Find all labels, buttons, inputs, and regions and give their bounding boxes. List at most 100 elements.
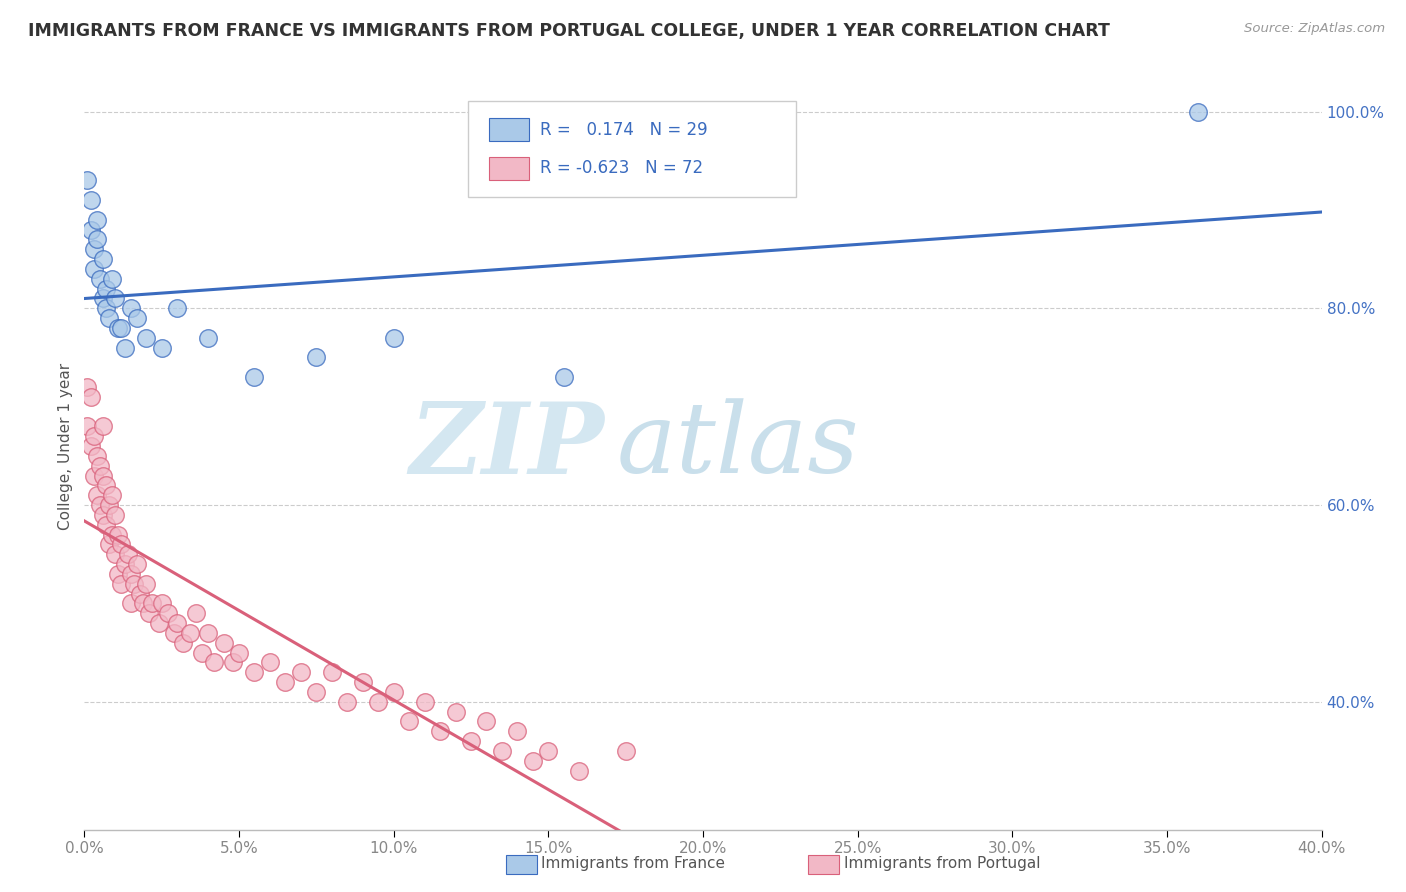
Point <box>305 351 328 365</box>
Point <box>150 596 173 610</box>
Point <box>76 173 98 187</box>
Point <box>197 331 219 345</box>
Point <box>120 566 142 581</box>
Point <box>98 498 121 512</box>
Point <box>138 606 160 620</box>
Point <box>537 744 560 758</box>
Point <box>184 606 207 620</box>
Point <box>135 331 157 345</box>
Point <box>83 429 105 443</box>
Point <box>91 292 114 306</box>
Point <box>79 222 101 236</box>
Point <box>86 232 108 246</box>
Text: R = -0.623   N = 72: R = -0.623 N = 72 <box>540 160 703 178</box>
Point <box>197 625 219 640</box>
Point <box>290 665 312 680</box>
Point <box>107 527 129 541</box>
Point <box>1187 104 1209 119</box>
Point <box>83 468 105 483</box>
Point <box>321 665 343 680</box>
Point <box>91 252 114 267</box>
Point <box>135 576 157 591</box>
Text: Source: ZipAtlas.com: Source: ZipAtlas.com <box>1244 22 1385 36</box>
Point <box>172 636 194 650</box>
Point <box>191 646 214 660</box>
Point <box>398 714 420 729</box>
Point <box>89 272 111 286</box>
Point <box>228 646 250 660</box>
Bar <box>489 119 529 142</box>
Point <box>104 292 127 306</box>
Point <box>122 576 145 591</box>
Point <box>79 390 101 404</box>
Point <box>444 705 467 719</box>
Point <box>141 596 163 610</box>
Point <box>101 272 124 286</box>
Point <box>614 744 637 758</box>
Point <box>156 606 179 620</box>
Point <box>274 675 297 690</box>
Point <box>110 537 132 551</box>
Point <box>91 508 114 522</box>
Point <box>107 566 129 581</box>
Point <box>101 527 124 541</box>
Point <box>336 695 359 709</box>
Point <box>76 419 98 434</box>
Point <box>243 370 266 384</box>
Point <box>150 341 173 355</box>
Point <box>83 262 105 277</box>
Point <box>79 439 101 453</box>
Point <box>89 498 111 512</box>
FancyBboxPatch shape <box>468 101 796 197</box>
Bar <box>489 157 529 180</box>
Point <box>166 301 188 316</box>
Point <box>76 380 98 394</box>
Point <box>107 321 129 335</box>
Point <box>110 321 132 335</box>
Point <box>259 656 281 670</box>
Text: Immigrants from Portugal: Immigrants from Portugal <box>844 856 1040 871</box>
Point <box>132 596 155 610</box>
Point <box>94 517 117 532</box>
Point <box>120 301 142 316</box>
Y-axis label: College, Under 1 year: College, Under 1 year <box>58 362 73 530</box>
Point <box>83 242 105 256</box>
Point <box>491 744 513 758</box>
Point <box>120 596 142 610</box>
Point <box>94 301 117 316</box>
Point <box>429 724 451 739</box>
Point <box>352 675 374 690</box>
Point <box>475 714 498 729</box>
Point <box>163 625 186 640</box>
Point <box>89 458 111 473</box>
Point <box>98 537 121 551</box>
Point <box>460 734 482 748</box>
Point <box>117 547 139 561</box>
Point <box>86 488 108 502</box>
Point <box>506 724 529 739</box>
Point <box>148 615 170 630</box>
Point <box>104 547 127 561</box>
Text: atlas: atlas <box>616 399 859 493</box>
Point <box>86 449 108 463</box>
Point <box>110 576 132 591</box>
Point <box>94 478 117 492</box>
Point <box>367 695 389 709</box>
Point <box>382 685 405 699</box>
Point <box>305 685 328 699</box>
Point <box>125 311 148 326</box>
Point <box>101 488 124 502</box>
Text: ZIP: ZIP <box>409 398 605 494</box>
Point <box>243 665 266 680</box>
Point <box>382 331 405 345</box>
Point <box>553 370 575 384</box>
Text: Immigrants from France: Immigrants from France <box>541 856 725 871</box>
Point <box>86 212 108 227</box>
Text: IMMIGRANTS FROM FRANCE VS IMMIGRANTS FROM PORTUGAL COLLEGE, UNDER 1 YEAR CORRELA: IMMIGRANTS FROM FRANCE VS IMMIGRANTS FRO… <box>28 22 1109 40</box>
Point <box>114 557 136 571</box>
Text: R =   0.174   N = 29: R = 0.174 N = 29 <box>540 121 707 139</box>
Point <box>568 764 591 778</box>
Point <box>125 557 148 571</box>
Point <box>114 341 136 355</box>
Point <box>129 586 152 600</box>
